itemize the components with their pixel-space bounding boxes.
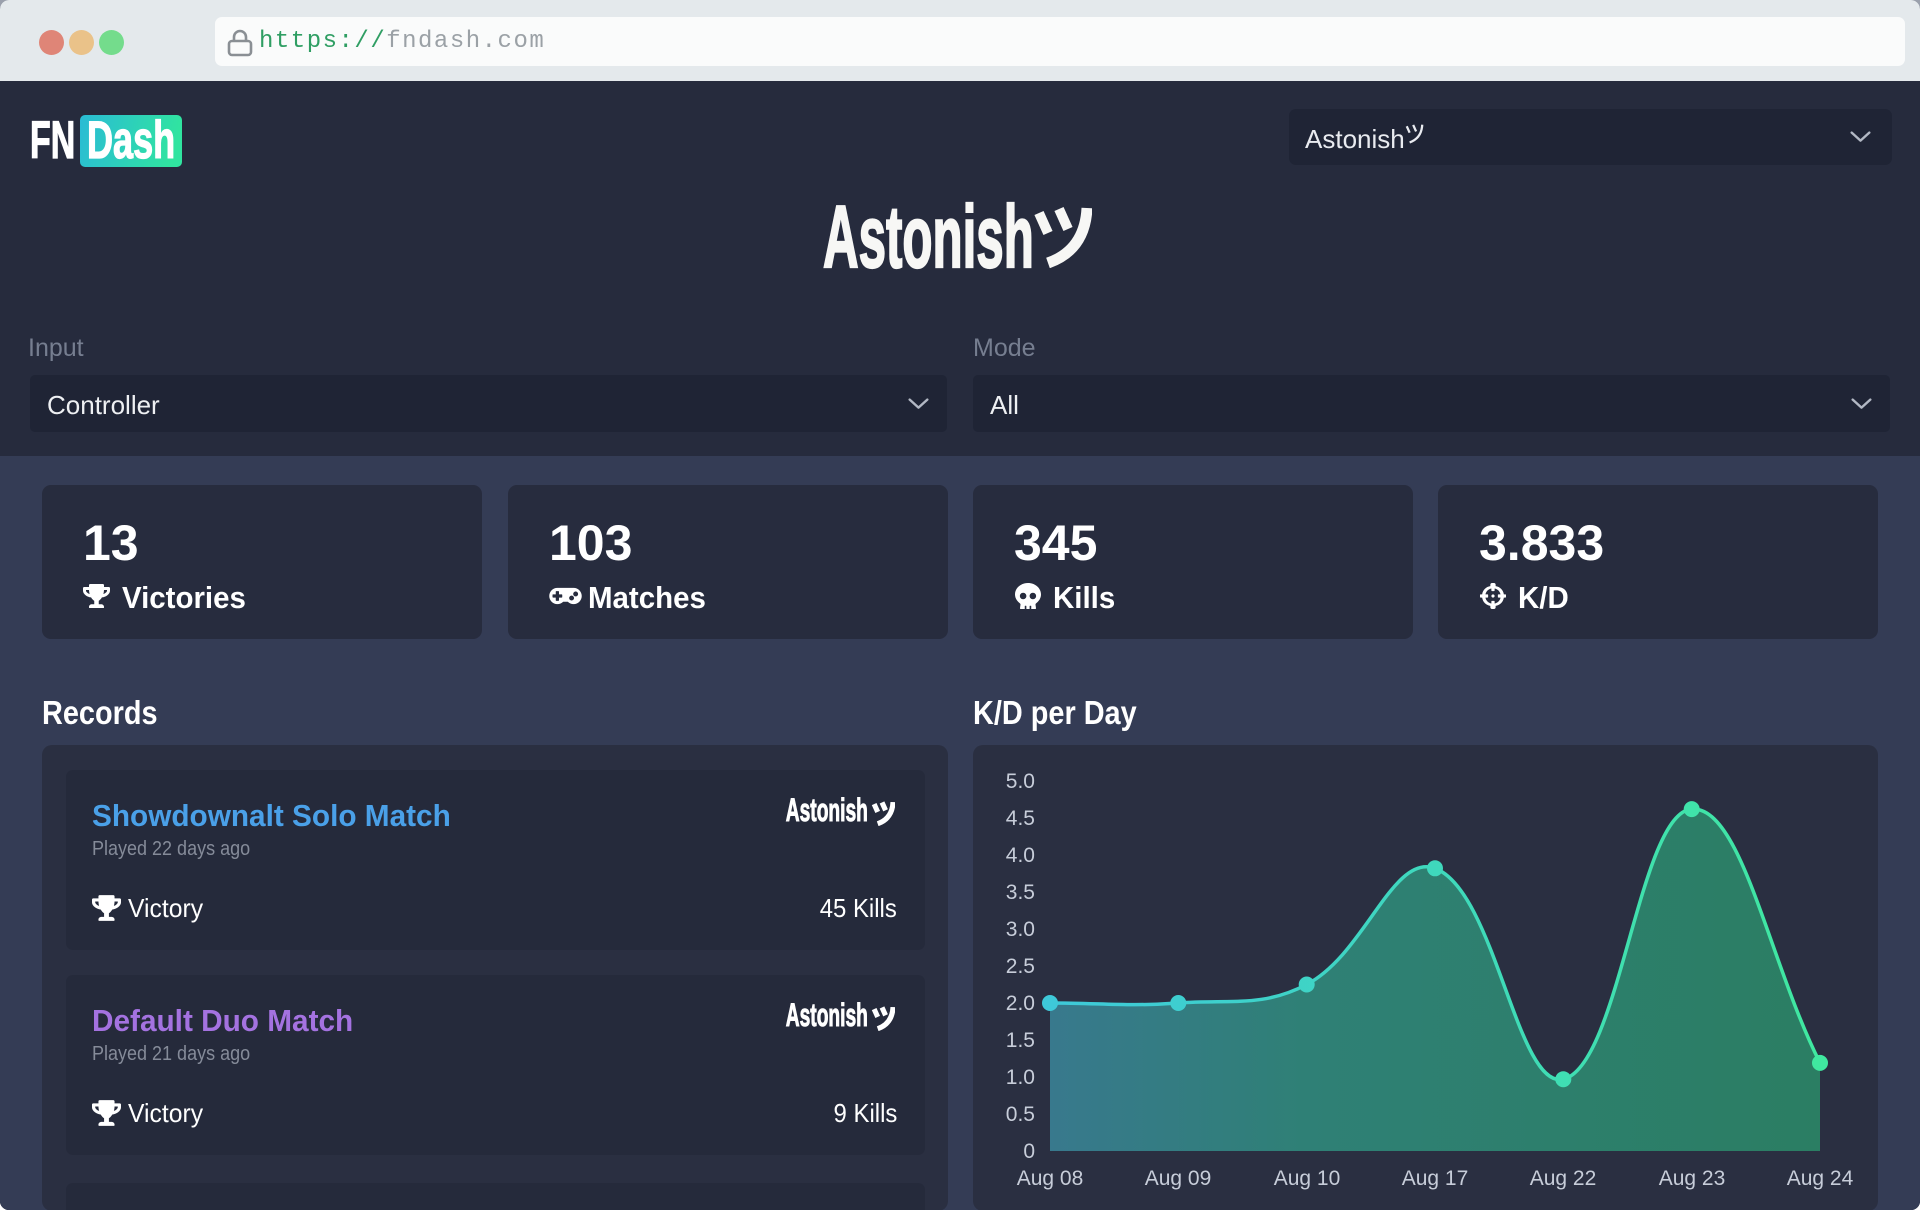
svg-text:0: 0 — [1023, 1140, 1035, 1163]
svg-text:Aug 08: Aug 08 — [1017, 1167, 1084, 1190]
svg-text:0.5: 0.5 — [1006, 1103, 1035, 1126]
svg-text:4.0: 4.0 — [1006, 844, 1035, 867]
svg-text:4.5: 4.5 — [1006, 807, 1035, 830]
svg-text:Aug 23: Aug 23 — [1659, 1167, 1726, 1190]
svg-text:Aug 10: Aug 10 — [1274, 1167, 1341, 1190]
svg-text:Aug 17: Aug 17 — [1402, 1167, 1469, 1190]
svg-text:2.5: 2.5 — [1006, 955, 1035, 978]
svg-text:Aug 22: Aug 22 — [1530, 1167, 1597, 1190]
svg-text:2.0: 2.0 — [1006, 992, 1035, 1015]
svg-text:1.5: 1.5 — [1006, 1029, 1035, 1052]
svg-text:5.0: 5.0 — [1006, 770, 1035, 793]
svg-text:1.0: 1.0 — [1006, 1066, 1035, 1089]
svg-text:Aug 24: Aug 24 — [1787, 1167, 1854, 1190]
svg-text:3.0: 3.0 — [1006, 918, 1035, 941]
svg-text:3.5: 3.5 — [1006, 881, 1035, 904]
svg-text:Aug 09: Aug 09 — [1145, 1167, 1212, 1190]
